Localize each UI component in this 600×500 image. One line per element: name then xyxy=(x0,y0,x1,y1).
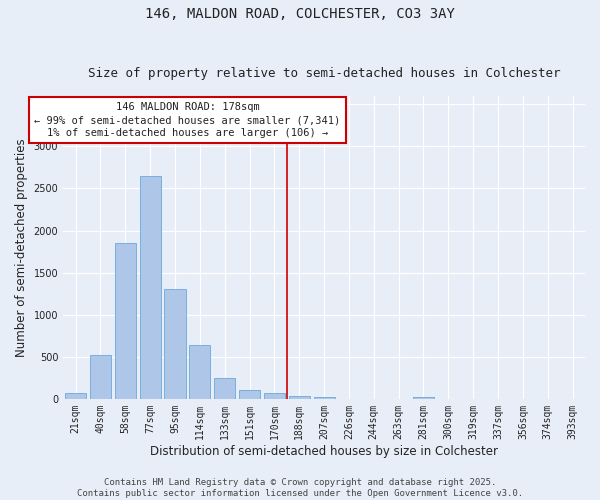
Bar xyxy=(164,288,185,399)
Text: 146, MALDON ROAD, COLCHESTER, CO3 3AY: 146, MALDON ROAD, COLCHESTER, CO3 3AY xyxy=(145,8,455,22)
Bar xyxy=(314,396,335,399)
Bar xyxy=(90,354,111,399)
Bar xyxy=(65,394,86,399)
Bar xyxy=(264,394,285,399)
Bar xyxy=(289,396,310,399)
Bar xyxy=(189,344,211,399)
Bar xyxy=(115,243,136,399)
Y-axis label: Number of semi-detached properties: Number of semi-detached properties xyxy=(15,138,28,356)
Bar xyxy=(239,390,260,399)
Bar xyxy=(140,176,161,399)
Bar xyxy=(413,397,434,399)
Text: Contains HM Land Registry data © Crown copyright and database right 2025.
Contai: Contains HM Land Registry data © Crown c… xyxy=(77,478,523,498)
Title: Size of property relative to semi-detached houses in Colchester: Size of property relative to semi-detach… xyxy=(88,66,560,80)
X-axis label: Distribution of semi-detached houses by size in Colchester: Distribution of semi-detached houses by … xyxy=(150,444,498,458)
Bar xyxy=(214,378,235,399)
Text: 146 MALDON ROAD: 178sqm
← 99% of semi-detached houses are smaller (7,341)
1% of : 146 MALDON ROAD: 178sqm ← 99% of semi-de… xyxy=(34,102,341,138)
